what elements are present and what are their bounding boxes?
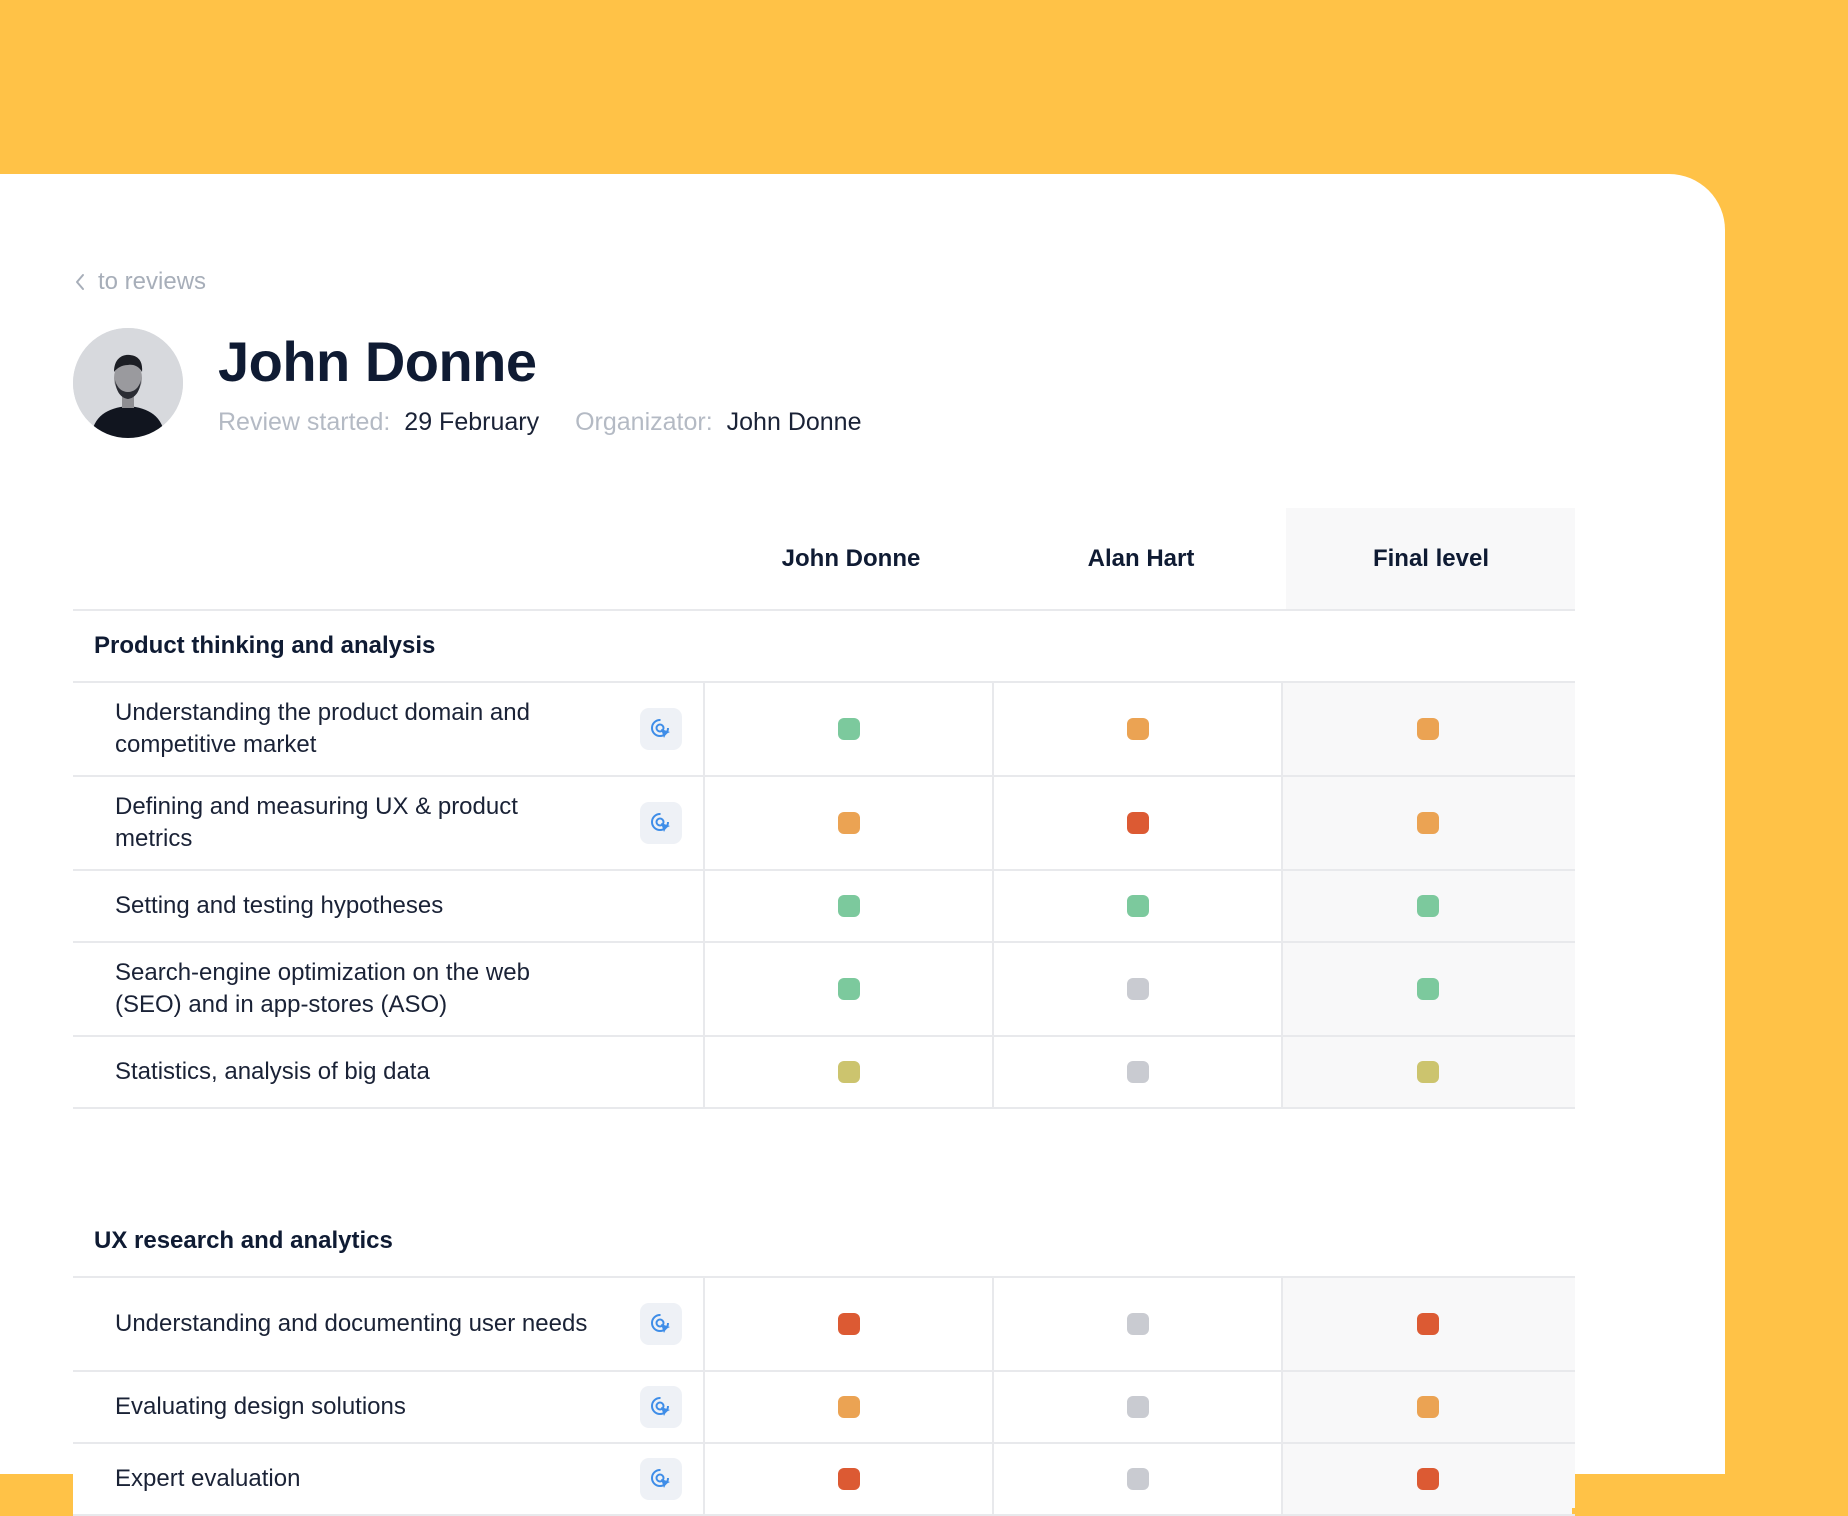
score-cell[interactable] xyxy=(705,777,994,869)
score-dot xyxy=(837,895,860,917)
column-header-john-donne: John Donne xyxy=(781,544,921,572)
score-cell[interactable] xyxy=(1283,1372,1572,1442)
organizator-value: John Donne xyxy=(726,408,862,436)
score-dot xyxy=(1416,812,1439,834)
skill-name: Statistics, analysis of big data xyxy=(115,1058,430,1085)
target-cursor-icon xyxy=(651,1397,670,1416)
score-dot xyxy=(1416,895,1439,917)
score-cell[interactable] xyxy=(1283,1037,1572,1107)
score-dot xyxy=(837,1468,860,1490)
review-started-label: Review started: xyxy=(218,408,391,436)
review-meta: Review started: 29 February Organizator:… xyxy=(218,408,861,437)
table-row: Search-engine optimization on the web (S… xyxy=(73,943,1575,1037)
skills-table: John Donne Alan Hart Final level Product… xyxy=(73,508,1575,1516)
target-cursor-icon xyxy=(651,719,670,738)
section-title: UX research and analytics xyxy=(73,1206,1575,1278)
column-header-alan-hart: Alan Hart xyxy=(1087,544,1195,572)
score-dot xyxy=(1126,718,1149,740)
score-dot xyxy=(1126,1061,1149,1083)
score-cell[interactable] xyxy=(1283,943,1572,1035)
score-dot xyxy=(837,718,860,740)
score-cell[interactable] xyxy=(994,683,1283,775)
score-dot xyxy=(1126,978,1149,1000)
table-row: Setting and testing hypotheses xyxy=(73,871,1575,943)
page-title: John Donne xyxy=(218,330,537,393)
table-row: Evaluating design solutions xyxy=(73,1372,1575,1444)
chevron-left-icon xyxy=(76,274,84,290)
score-dot xyxy=(1416,1468,1439,1490)
score-cell[interactable] xyxy=(1283,871,1572,941)
score-dot xyxy=(837,1396,860,1418)
hint-button[interactable] xyxy=(640,802,682,844)
score-cell[interactable] xyxy=(994,1037,1283,1107)
score-cell[interactable] xyxy=(994,1372,1283,1442)
score-dot xyxy=(1416,1061,1439,1083)
score-cell[interactable] xyxy=(705,1444,994,1514)
back-to-reviews-link[interactable]: to reviews xyxy=(74,268,206,296)
organizator-label: Organizator: xyxy=(575,408,713,436)
review-started-value: 29 February xyxy=(404,408,540,436)
hint-button[interactable] xyxy=(640,708,682,750)
target-cursor-icon xyxy=(651,1469,670,1488)
target-cursor-icon xyxy=(651,1314,670,1333)
hint-button[interactable] xyxy=(640,1303,682,1345)
score-dot xyxy=(837,978,860,1000)
hint-button[interactable] xyxy=(640,1386,682,1428)
score-dot xyxy=(1416,1313,1439,1335)
score-dot xyxy=(837,812,860,834)
score-cell[interactable] xyxy=(705,1037,994,1107)
score-dot xyxy=(1126,812,1149,834)
score-dot xyxy=(1416,978,1439,1000)
table-row: Expert evaluation xyxy=(73,1444,1575,1516)
score-cell[interactable] xyxy=(994,871,1283,941)
score-cell[interactable] xyxy=(994,777,1283,869)
skill-name: Setting and testing hypotheses xyxy=(115,892,444,919)
table-header: John Donne Alan Hart Final level xyxy=(73,508,1575,611)
section-title: Product thinking and analysis xyxy=(73,611,1575,683)
skill-name: Defining and measuring UX & product metr… xyxy=(115,793,518,852)
score-cell[interactable] xyxy=(994,1278,1283,1370)
skill-name: Evaluating design solutions xyxy=(115,1393,406,1420)
back-link-label: to reviews xyxy=(98,268,207,295)
avatar xyxy=(73,328,183,438)
column-header-final-level: Final level xyxy=(1372,544,1490,572)
score-dot xyxy=(1126,1396,1149,1418)
score-dot xyxy=(837,1061,860,1083)
skill-name: Search-engine optimization on the web (S… xyxy=(115,959,530,1018)
score-dot xyxy=(1416,1396,1439,1418)
profile-header: John Donne Review started: 29 February O… xyxy=(73,328,861,438)
skill-name: Understanding and documenting user needs xyxy=(115,1310,588,1337)
table-row: Statistics, analysis of big data xyxy=(73,1037,1575,1109)
score-cell[interactable] xyxy=(705,683,994,775)
score-cell[interactable] xyxy=(994,1444,1283,1514)
score-dot xyxy=(1416,718,1439,740)
skill-name: Understanding the product domain and com… xyxy=(115,699,530,758)
target-cursor-icon xyxy=(651,813,670,832)
section-spacer xyxy=(73,1109,1575,1206)
score-dot xyxy=(1126,1468,1149,1490)
score-cell[interactable] xyxy=(705,1278,994,1370)
score-cell[interactable] xyxy=(1283,777,1572,869)
table-row: Understanding the product domain and com… xyxy=(73,683,1575,777)
score-cell[interactable] xyxy=(994,943,1283,1035)
hint-button[interactable] xyxy=(640,1458,682,1500)
score-cell[interactable] xyxy=(705,871,994,941)
score-cell[interactable] xyxy=(1283,1278,1572,1370)
score-dot xyxy=(1126,1313,1149,1335)
score-dot xyxy=(837,1313,860,1335)
score-cell[interactable] xyxy=(1283,683,1572,775)
score-cell[interactable] xyxy=(1283,1444,1572,1514)
table-row: Understanding and documenting user needs xyxy=(73,1278,1575,1372)
score-cell[interactable] xyxy=(705,1372,994,1442)
score-cell[interactable] xyxy=(705,943,994,1035)
skill-name: Expert evaluation xyxy=(115,1465,301,1492)
score-dot xyxy=(1126,895,1149,917)
table-row: Defining and measuring UX & product metr… xyxy=(73,777,1575,871)
